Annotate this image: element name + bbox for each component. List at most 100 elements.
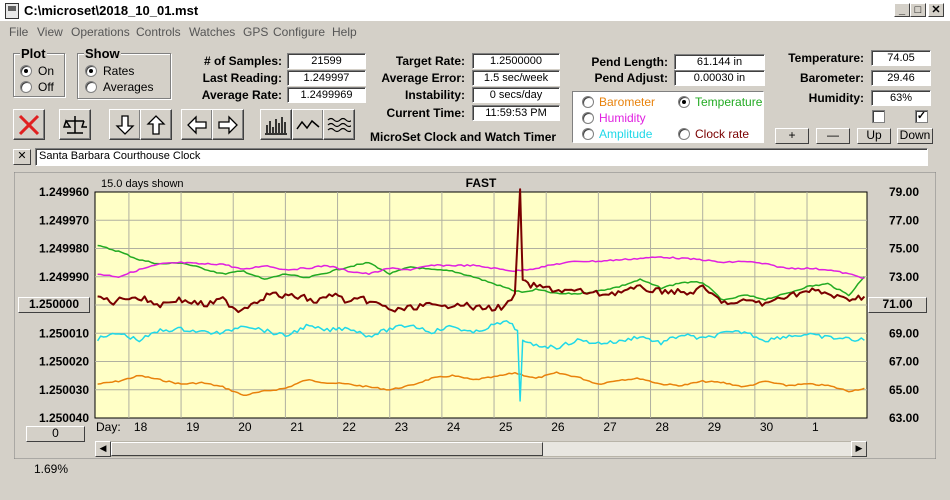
left-tick-label: 1.249960 <box>39 185 89 199</box>
scroll-left-button[interactable] <box>181 109 213 140</box>
move-down-button[interactable] <box>109 109 141 140</box>
bar-graph-button[interactable] <box>260 109 292 140</box>
x-tick-label: 30 <box>760 420 774 434</box>
humidity-radio[interactable] <box>582 112 594 124</box>
x-tick-label: 28 <box>656 420 670 434</box>
x-tick-label: 22 <box>343 420 357 434</box>
move-up-button[interactable] <box>140 109 172 140</box>
right-tick-label: 77.00 <box>889 213 919 227</box>
menu-bar: File View Operations Controls Watches GP… <box>0 22 950 42</box>
right-tick-label: 69.00 <box>889 326 919 340</box>
amplitude-radio[interactable] <box>582 128 594 140</box>
show-averages-label: Averages <box>103 80 154 94</box>
pend-adjust-field[interactable]: 0.00030 in <box>674 70 765 86</box>
pend-length-field[interactable]: 61.144 in <box>674 54 765 70</box>
minimize-button[interactable]: _ <box>894 3 910 17</box>
target-rate-field[interactable]: 1.2500000 <box>472 53 560 69</box>
average-error-label: Average Error: <box>381 71 465 85</box>
multi-line-button[interactable] <box>323 109 355 140</box>
waves-icon <box>327 117 351 133</box>
temperature-label: Temperature: <box>788 51 864 65</box>
close-button[interactable]: ✕ <box>928 3 944 17</box>
left-tick-label: 1.249990 <box>39 270 89 284</box>
barometer-field: 29.46 <box>871 70 931 86</box>
checkbox-left[interactable] <box>872 110 885 123</box>
pend-length-label: Pend Length: <box>591 55 668 69</box>
stop-button[interactable] <box>13 109 45 140</box>
plot-on-label: On <box>38 64 55 78</box>
show-rates-radio[interactable] <box>85 65 97 77</box>
scale-up-button[interactable]: Up <box>857 128 891 144</box>
offset-button[interactable]: 0 <box>26 426 85 442</box>
menu-controls[interactable]: Controls <box>136 25 181 39</box>
right-tick-label: 75.00 <box>889 242 919 256</box>
current-time-label: Current Time: <box>386 106 465 120</box>
scale-balance-icon <box>63 116 87 134</box>
x-tick-label: 20 <box>238 420 252 434</box>
menu-help[interactable]: Help <box>332 25 357 39</box>
note-field[interactable]: Santa Barbara Courthouse Clock <box>35 148 928 166</box>
right-tick-label: 67.00 <box>889 355 919 369</box>
arrow-right-icon <box>218 115 238 135</box>
red-x-icon <box>18 114 40 136</box>
days-shown-label: 15.0 days shown <box>101 178 184 190</box>
left-tick-label: 1.249970 <box>39 213 89 227</box>
checkbox-right[interactable]: ✓ <box>915 110 928 123</box>
app-icon <box>5 3 19 19</box>
sensor-select-panel <box>572 91 764 143</box>
x-tick-label: 19 <box>186 420 200 434</box>
left-tick-label: 1.249980 <box>39 242 89 256</box>
right-tick-label: 65.00 <box>889 383 919 397</box>
percent-readout: 1.69% <box>34 462 69 476</box>
average-error-field: 1.5 sec/week <box>472 70 560 86</box>
series-line-amplitude <box>96 320 865 402</box>
menu-view[interactable]: View <box>37 25 63 39</box>
center-rate-button[interactable]: 1.250000 <box>18 297 90 313</box>
app-name: MicroSet Clock and Watch Timer <box>370 130 557 144</box>
plot-off-radio[interactable] <box>20 81 32 93</box>
scroll-right-button[interactable] <box>212 109 244 140</box>
scale-plus-button[interactable]: + <box>775 128 809 144</box>
show-group <box>77 53 171 99</box>
x-tick-label: 23 <box>395 420 409 434</box>
arrow-up-icon <box>146 115 166 135</box>
target-rate-label: Target Rate: <box>395 54 465 68</box>
amplitude-option: Amplitude <box>599 127 653 141</box>
right-tick-label: 63.00 <box>889 411 919 425</box>
scroll-right-arrow[interactable]: ▶ <box>851 441 867 457</box>
menu-file[interactable]: File <box>9 25 29 39</box>
clock-rate-option: Clock rate <box>695 127 750 141</box>
right-tick-label: 79.00 <box>889 185 919 199</box>
note-close-button[interactable]: ✕ <box>13 149 31 165</box>
humidity-field: 63% <box>871 90 931 106</box>
average-rate-field: 1.2499969 <box>287 87 366 103</box>
center-sensor-button[interactable]: 71.00 <box>868 297 927 313</box>
humidity-option: Humidity <box>599 111 646 125</box>
barometer-radio[interactable] <box>582 96 594 108</box>
scrollbar-thumb[interactable] <box>111 442 543 456</box>
scale-minus-button[interactable]: — <box>816 128 850 144</box>
line-graph-button[interactable] <box>292 109 324 140</box>
scale-down-button[interactable]: Down <box>897 128 933 144</box>
temperature-option: Temperature <box>695 95 763 109</box>
line-graph-icon <box>296 119 320 130</box>
clock-rate-radio[interactable] <box>678 128 690 140</box>
temperature-radio[interactable] <box>678 96 690 108</box>
series-line-barometer <box>97 371 865 397</box>
arrow-down-icon <box>115 115 135 135</box>
chart-panel: 1.249960 79.00 1.249970 77.00 1.249980 75.00 1… <box>13 171 937 474</box>
plot-on-radio[interactable] <box>20 65 32 77</box>
maximize-button[interactable]: □ <box>910 3 926 17</box>
menu-operations[interactable]: Operations <box>71 25 130 39</box>
barometer-label: Barometer: <box>799 71 864 85</box>
show-averages-radio[interactable] <box>85 81 97 93</box>
balance-button[interactable] <box>59 109 91 140</box>
menu-gps[interactable]: GPS <box>243 25 269 39</box>
arrow-left-icon <box>187 115 207 135</box>
scroll-left-arrow[interactable]: ◀ <box>95 441 111 457</box>
show-rates-label: Rates <box>103 64 135 78</box>
average-rate-label: Average Rate: <box>201 88 282 102</box>
menu-watches[interactable]: Watches <box>189 25 236 39</box>
x-tick-label: 29 <box>708 420 722 434</box>
menu-configure[interactable]: Configure <box>273 25 326 39</box>
